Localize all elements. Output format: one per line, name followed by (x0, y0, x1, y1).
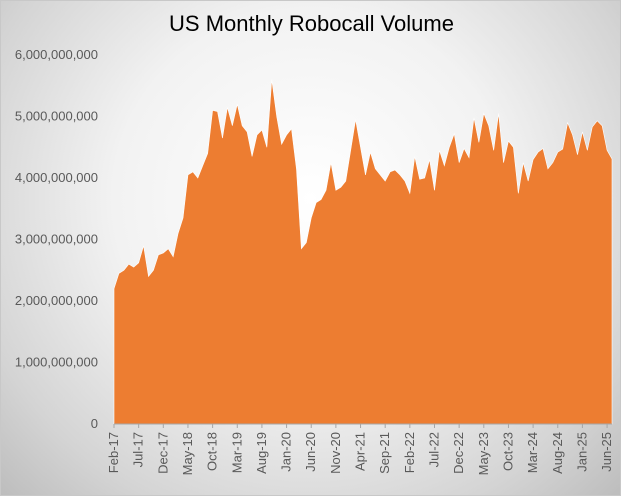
area-layer (113, 79, 613, 425)
x-tick-label: Jul-22 (426, 432, 441, 467)
y-tick-label: 1,000,000,000 (15, 355, 98, 370)
x-axis: Feb-17 Jul-17 Dec-17 May-18 Oct-18 Mar-19 Aug-… (106, 423, 614, 475)
x-tick-label: Oct-18 (205, 432, 220, 471)
x-tick-label: Jul-17 (131, 432, 146, 467)
x-tick-label: Mar-24 (525, 432, 540, 473)
x-tick-label: Dec-17 (155, 432, 170, 474)
x-tick-label: Jan-20 (279, 432, 294, 472)
chart-title: US Monthly Robocall Volume (169, 11, 454, 36)
x-tick-label: Aug-24 (550, 432, 565, 474)
x-tick-label: Aug-19 (254, 432, 269, 474)
x-tick-label: May-23 (476, 432, 491, 475)
x-tick-label: Feb-22 (402, 432, 417, 473)
series-area (113, 79, 613, 425)
y-tick-label: 0 (91, 416, 98, 431)
y-tick-label: 3,000,000,000 (15, 232, 98, 247)
y-tick-label: 2,000,000,000 (15, 293, 98, 308)
y-tick-label: 6,000,000,000 (15, 47, 98, 62)
x-tick-label: Nov-20 (328, 432, 343, 474)
y-tick-label: 5,000,000,000 (15, 109, 98, 124)
x-tick-label: Sep-21 (377, 432, 392, 474)
x-tick-label: Jun-25 (599, 432, 614, 472)
x-tick-label: Mar-19 (229, 432, 244, 473)
x-tick-label: May-18 (180, 432, 195, 475)
x-tick-label: Feb-17 (106, 432, 121, 473)
x-tick-label: Oct-23 (500, 432, 515, 471)
y-axis: 0 1,000,000,000 2,000,000,000 3,000,000,000… (15, 47, 98, 431)
y-tick-label: 4,000,000,000 (15, 170, 98, 185)
x-tick-label: Jan-25 (574, 432, 589, 472)
x-tick-label: Dec-22 (451, 432, 466, 474)
x-tick-label: Jun-20 (303, 432, 318, 472)
x-tick-label: Apr-21 (353, 432, 368, 471)
